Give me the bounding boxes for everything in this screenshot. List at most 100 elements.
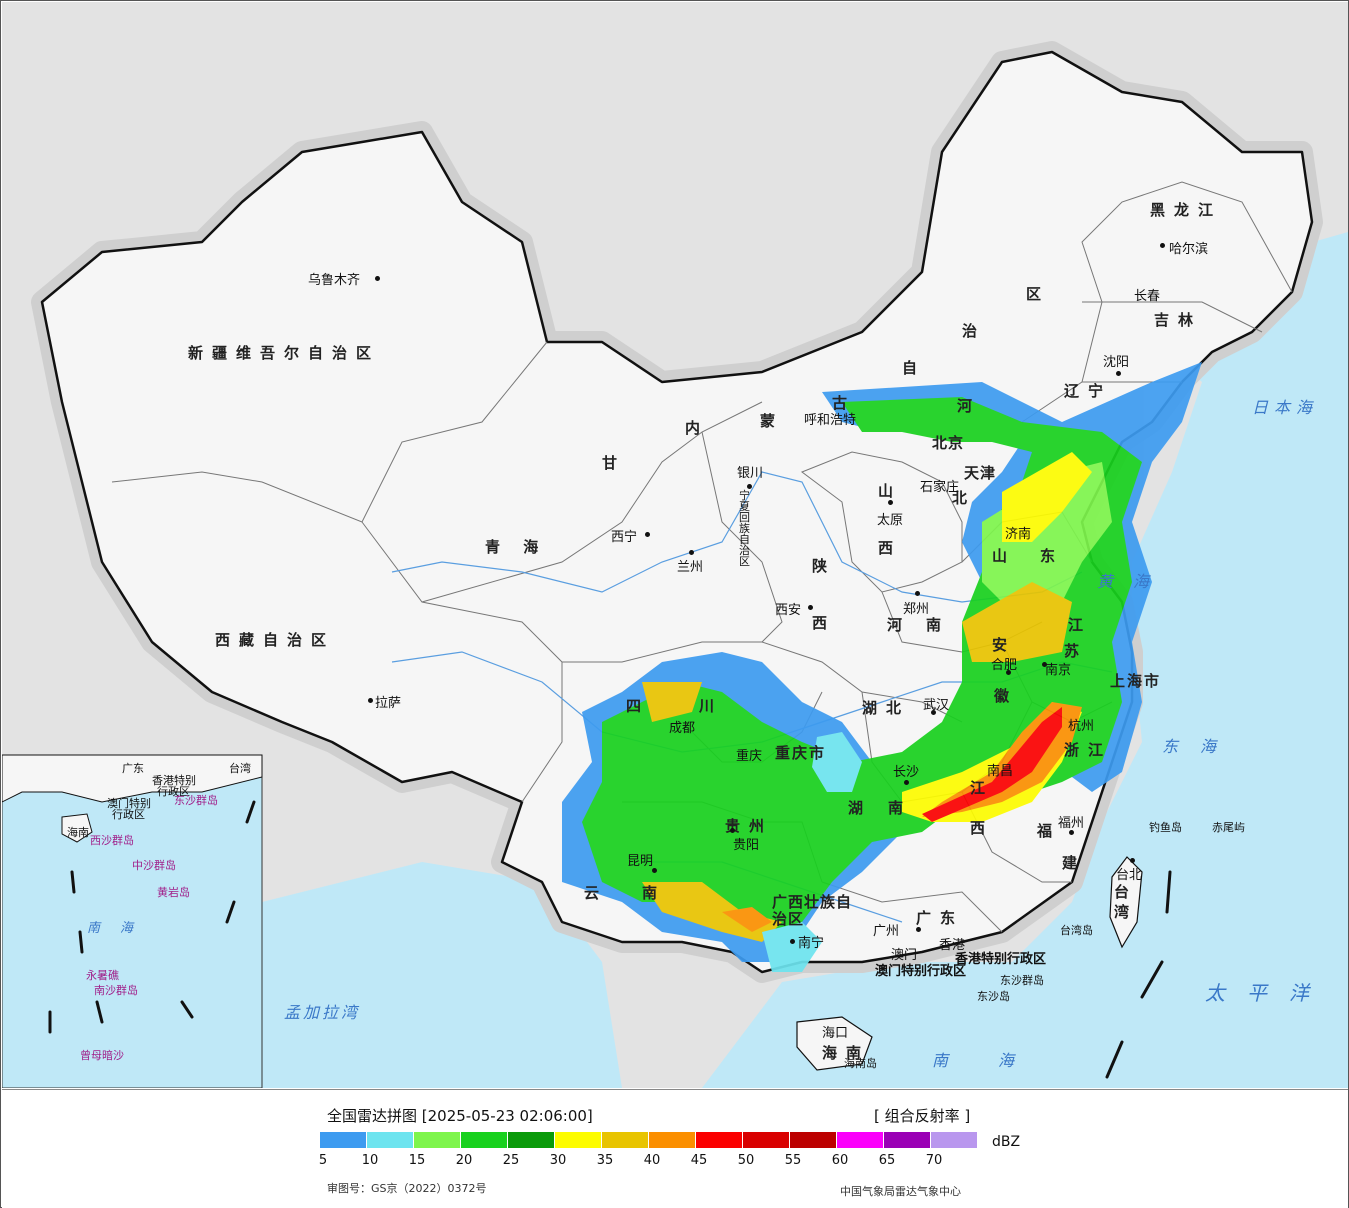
inset-taiwan: 台湾 — [229, 762, 251, 775]
city-dot — [916, 927, 921, 932]
legend-swatch — [696, 1132, 743, 1148]
province-hebei-1: 河 — [957, 397, 982, 415]
city-jinan: 济南 — [1005, 527, 1032, 542]
legend-product: [ 组合反射率 ] — [874, 1107, 971, 1125]
city-hongkong: 香港 — [939, 938, 966, 953]
province-liaoning: 辽宁 — [1064, 382, 1113, 400]
city-dot — [1160, 243, 1165, 248]
city-nanjing: 南京 — [1045, 663, 1072, 678]
province-jiangxi-1: 江 — [970, 779, 995, 797]
city-dot — [645, 532, 650, 537]
legend-tick-label: 70 — [925, 1153, 943, 1168]
city-dot — [808, 605, 813, 610]
legend-tick-label: 30 — [549, 1153, 567, 1168]
province-taiwan: 台湾 — [1114, 883, 1130, 921]
legend-ticks: 5 10 15 20 25 30 35 40 45 50 55 60 65 70 — [319, 1153, 1020, 1171]
province-sichuan-1: 四 — [626, 697, 651, 715]
city-hefei: 合肥 — [991, 658, 1018, 673]
city-guiyang: 贵阳 — [733, 838, 760, 853]
province-jiangsu-1: 江 — [1068, 616, 1093, 634]
city-shenyang: 沈阳 — [1103, 355, 1130, 370]
city-urumqi: 乌鲁木齐 — [308, 273, 361, 288]
city-wuhan: 武汉 — [923, 698, 950, 713]
province-sichuan-2: 川 — [699, 697, 724, 715]
province-zhejiang: 浙江 — [1064, 741, 1113, 759]
province-yunnan-1: 云 — [584, 884, 609, 902]
inset-macao: 澳门特别 — [107, 797, 151, 810]
legend-color-bar — [320, 1132, 978, 1148]
province-gansu: 甘 — [602, 454, 627, 472]
legend-swatch — [461, 1132, 508, 1148]
legend-swatch — [837, 1132, 884, 1148]
province-hunan-1: 湖 — [848, 799, 873, 817]
province-shaanxi-1: 陕 — [812, 557, 837, 575]
city-dot — [375, 276, 380, 281]
city-hohhot: 呼和浩特 — [804, 413, 857, 428]
legend-swatch — [649, 1132, 696, 1148]
organization-name: 中国气象局雷达气象中心 — [840, 1185, 961, 1198]
sea-japan: 日本海 — [1252, 398, 1319, 417]
province-fujian-2: 建 — [1062, 854, 1087, 872]
province-chongqing: 重庆市 — [775, 744, 827, 762]
city-hangzhou: 杭州 — [1068, 719, 1095, 734]
city-haikou: 海口 — [822, 1026, 849, 1041]
inset-macao2: 行政区 — [112, 808, 145, 821]
legend-tick-label: 65 — [878, 1153, 896, 1168]
province-neimenggu-4: 自 — [902, 359, 927, 377]
province-anhui-1: 安 — [992, 636, 1017, 654]
island-dongsha-islands: 东沙群岛 — [1000, 974, 1044, 987]
taiwan-shape — [1109, 856, 1143, 949]
inset-huangyan: 黄岩岛 — [157, 886, 190, 899]
legend-panel: 全国雷达拼图 [2025-05-23 02:06:00] [ 组合反射率 ] 5… — [2, 1089, 1348, 1208]
city-kunming: 昆明 — [627, 854, 654, 869]
city-lhasa: 拉萨 — [375, 696, 402, 711]
province-shanghai: 上海市 — [1110, 672, 1162, 690]
city-yinchuan: 银川 — [737, 466, 764, 481]
province-hainan: 海南 — [822, 1044, 871, 1062]
review-number: 审图号：GS京（2022）0372号 — [327, 1182, 487, 1195]
sea-east: 东海 — [1162, 737, 1239, 756]
sea-pacific: 太平洋 — [1205, 981, 1331, 1005]
city-dot — [1042, 662, 1047, 667]
legend-swatch — [320, 1132, 367, 1148]
legend-swatch — [884, 1132, 931, 1148]
east-sea-water — [702, 232, 1348, 1088]
radar-echoes — [562, 362, 1202, 972]
island-hainan: 海南岛 — [844, 1057, 877, 1070]
city-xian: 西安 — [775, 603, 802, 618]
city-zhengzhou: 郑州 — [903, 602, 930, 617]
city-dot — [652, 868, 657, 873]
legend-tick-label: 50 — [737, 1153, 755, 1168]
legend-tick-label: 15 — [408, 1153, 426, 1168]
city-dot — [1006, 670, 1011, 675]
legend-title: 全国雷达拼图 [2025-05-23 02:06:00] — [327, 1107, 593, 1125]
legend-swatch — [555, 1132, 602, 1148]
legend-unit: dBZ — [992, 1134, 1021, 1150]
city-harbin: 哈尔滨 — [1169, 242, 1209, 257]
city-dot — [1130, 858, 1135, 863]
hainan-shape — [796, 1016, 873, 1071]
city-dot — [904, 780, 909, 785]
island-taiwan: 台湾岛 — [1060, 924, 1093, 937]
inset-hainan: 海南 — [67, 826, 89, 839]
legend-tick-label: 40 — [643, 1153, 661, 1168]
city-dot — [790, 939, 795, 944]
city-shijiazhuang: 石家庄 — [920, 480, 960, 495]
inset-zhongsha: 中沙群岛 — [132, 859, 176, 872]
legend-tick-label: 35 — [596, 1153, 614, 1168]
bengal-water — [262, 862, 622, 1088]
province-ningxia: 宁夏回族自治区 — [739, 489, 750, 568]
province-hunan-2: 南 — [888, 799, 913, 817]
legend-tick-label: 55 — [784, 1153, 802, 1168]
province-tianjin: 天津 — [964, 464, 997, 482]
province-xinjiang: 新疆维吾尔自治区 — [188, 344, 381, 362]
city-dot — [931, 710, 936, 715]
city-xining: 西宁 — [611, 530, 638, 545]
province-henan-1: 河 — [887, 616, 912, 634]
province-beijing: 北京 — [932, 434, 965, 452]
province-shandong-1: 山 — [992, 547, 1017, 565]
province-jiangsu-2: 苏 — [1064, 642, 1089, 660]
inset-yongshu: 永暑礁 — [86, 969, 119, 982]
city-nanning: 南宁 — [798, 936, 825, 951]
